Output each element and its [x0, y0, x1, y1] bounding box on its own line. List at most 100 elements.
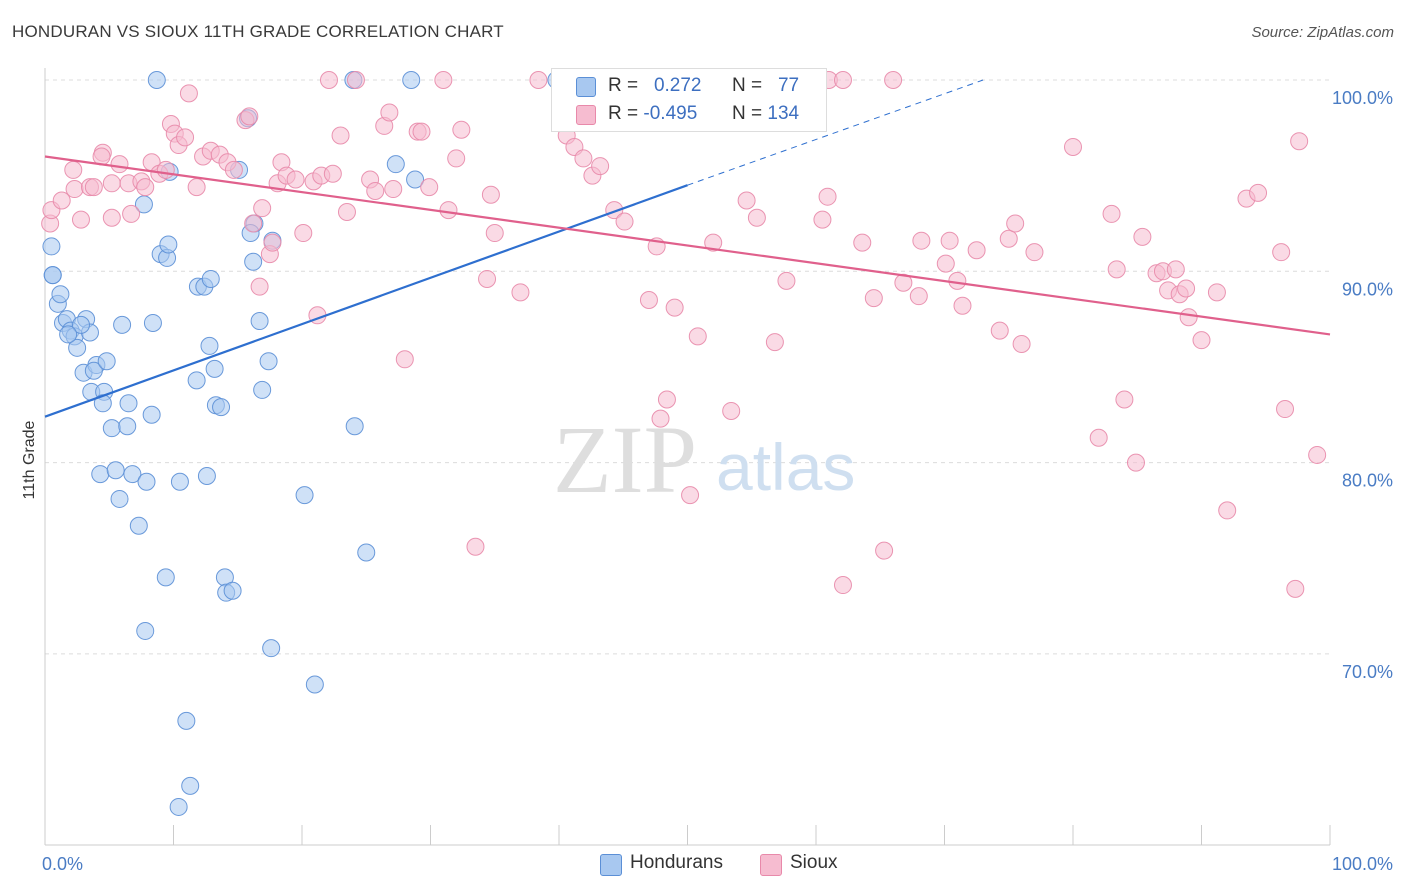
sioux-point	[704, 233, 723, 252]
sioux-point	[1286, 579, 1305, 598]
honduran-point	[68, 338, 87, 357]
sioux-point	[967, 241, 986, 260]
sioux-point	[412, 122, 431, 141]
sioux-point	[1102, 204, 1121, 223]
sioux-point	[999, 229, 1018, 248]
axes	[44, 68, 1331, 846]
sioux-point	[380, 103, 399, 122]
sioux-point	[591, 157, 610, 176]
sioux-point	[777, 271, 796, 290]
sioux-point	[875, 541, 894, 560]
y-tick-label: 100.0%	[1332, 88, 1393, 108]
sioux-point	[253, 199, 272, 218]
sioux-point	[395, 350, 414, 369]
sioux-point	[864, 289, 883, 308]
honduran-point	[259, 352, 278, 371]
honduran-point	[43, 266, 62, 285]
honduran-point	[156, 568, 175, 587]
sioux-trend-line	[44, 155, 1331, 336]
sioux-point	[1290, 132, 1309, 151]
honduran-point	[113, 315, 132, 334]
honduran-point	[250, 312, 269, 331]
sioux-point	[1126, 453, 1145, 472]
sioux-point	[65, 180, 84, 199]
sioux-point	[485, 224, 504, 243]
honduran-point	[169, 797, 188, 816]
honduran-point	[295, 486, 314, 505]
sioux-point	[179, 84, 198, 103]
sioux-point	[765, 333, 784, 352]
sioux-point	[481, 185, 500, 204]
sioux-point	[1249, 183, 1268, 202]
sioux-point	[1177, 279, 1196, 298]
honduran-point	[181, 776, 200, 795]
sioux-point	[384, 180, 403, 199]
honduran-point	[51, 285, 70, 304]
sioux-point	[478, 269, 497, 288]
honduran-point	[200, 336, 219, 355]
sioux-point	[657, 390, 676, 409]
honduran-point	[402, 71, 421, 89]
honduran-point	[197, 466, 216, 485]
y-tick-label: 90.0%	[1342, 279, 1393, 299]
sioux-point	[1089, 428, 1108, 447]
legend-n-sioux: N = 134	[732, 103, 800, 124]
sioux-point	[747, 208, 766, 227]
sioux-point	[909, 287, 928, 306]
honduran-point	[97, 352, 116, 371]
honduran-point	[84, 361, 103, 380]
sioux-point	[366, 181, 385, 200]
honduran-point	[102, 419, 121, 438]
honduran-trend-extension	[687, 79, 984, 186]
source-label: Source: ZipAtlas.com	[1251, 24, 1394, 41]
sioux-point	[665, 298, 684, 317]
sioux-point	[936, 254, 955, 273]
trend-lines	[44, 79, 1331, 418]
sioux-point	[244, 214, 263, 233]
honduran-point	[147, 71, 166, 89]
sioux-point	[452, 120, 471, 139]
honduran-point	[262, 639, 281, 658]
honduran-point	[177, 711, 196, 730]
sioux-point	[64, 160, 83, 179]
honduran-point	[91, 465, 110, 484]
legend-r-hondurans: R = 0.272	[608, 75, 702, 96]
sioux-point	[1107, 260, 1126, 279]
stats-legend: R = 0.272 N = 77 R = -0.495 N = 134	[551, 68, 827, 132]
honduran-point	[106, 461, 125, 480]
sioux-point	[346, 71, 365, 89]
sioux-point	[1218, 501, 1237, 520]
sioux-point	[1012, 334, 1031, 353]
legend-n-hondurans: N = 77	[732, 75, 800, 96]
honduran-point	[205, 359, 224, 378]
sioux-point	[818, 187, 837, 206]
sioux-point	[294, 224, 313, 243]
honduran-point	[223, 581, 242, 600]
chart-title: HONDURAN VS SIOUX 11TH GRADE CORRELATION…	[12, 22, 504, 41]
sioux-point	[323, 164, 342, 183]
honduran-point	[253, 380, 272, 399]
sioux-point	[1192, 331, 1211, 350]
sioux-point	[439, 201, 458, 220]
sioux-point	[122, 204, 141, 223]
sioux-point	[176, 128, 195, 147]
sioux-point	[1006, 214, 1025, 233]
honduran-point	[142, 405, 161, 424]
sioux-point	[71, 210, 90, 229]
sioux-point	[953, 296, 972, 315]
sioux-point	[1166, 260, 1185, 279]
honduran-point	[345, 417, 364, 436]
sioux-point	[529, 71, 548, 89]
sioux-point	[833, 71, 852, 89]
honduran-point	[159, 235, 178, 254]
sioux-point	[651, 409, 670, 428]
sioux-point	[1133, 227, 1152, 246]
data-points	[41, 71, 1327, 816]
sioux-point	[110, 155, 129, 174]
sioux-point	[102, 208, 121, 227]
hondurans-swatch	[576, 77, 596, 97]
sioux-point	[240, 107, 259, 126]
honduran-point	[118, 417, 137, 436]
sioux-point	[912, 231, 931, 250]
